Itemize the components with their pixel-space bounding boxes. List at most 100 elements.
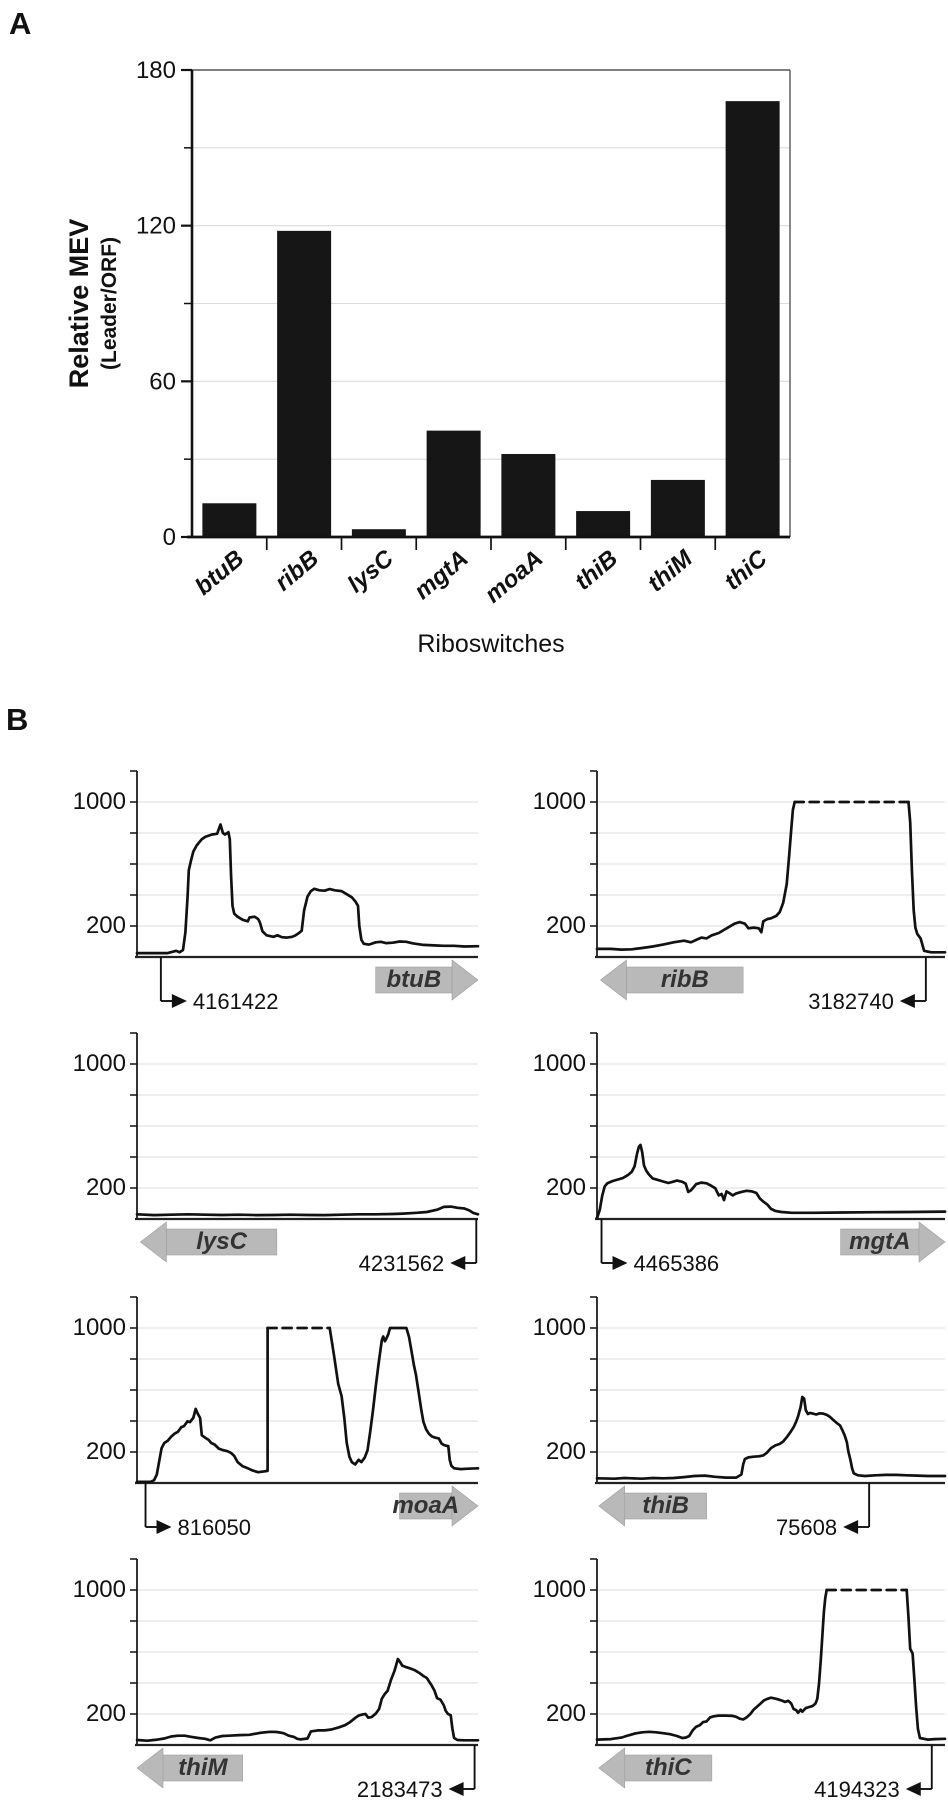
coverage-panel-ribB: 1000 200 ribB 3182740 — [533, 770, 947, 1014]
gene-arrow-thiC: thiC — [598, 1747, 713, 1789]
coverage-panel-thiB: 1000 200 thiB 75608 — [533, 1296, 947, 1540]
y-tick-label: 180 — [136, 57, 176, 84]
gene-arrow-body — [166, 1228, 278, 1256]
gene-arrow-mgtA: mgtA — [840, 1221, 946, 1263]
x-tick-label-btuB: btuB — [190, 545, 249, 601]
coverage-panel-thiC: 1000 200 thiC 4194323 — [533, 1558, 947, 1800]
tss-arrowhead-right — [156, 1520, 172, 1534]
tss-coordinate: 2183473 — [357, 1777, 443, 1800]
tss-marker-moaA: 816050 — [144, 1483, 251, 1540]
tss-marker-lysC: 4231562 — [359, 1219, 478, 1276]
x-tick-label-lysC: lysC — [343, 544, 400, 598]
trace-ribB — [907, 800, 947, 954]
x-axis-title: Riboswitches — [417, 630, 564, 658]
tss-coordinate: 4231562 — [359, 1251, 445, 1276]
tss-arrowhead-left — [899, 994, 915, 1008]
tss-coordinate: 4465386 — [634, 1251, 720, 1276]
gene-arrow-body — [399, 1492, 453, 1520]
tss-coordinate: 4161422 — [193, 989, 279, 1014]
tss-marker-thiB: 75608 — [776, 1483, 871, 1540]
y-tick-label: 0 — [163, 524, 176, 551]
tss-arrowhead-right — [612, 1256, 628, 1270]
tss-coordinate: 816050 — [178, 1515, 251, 1540]
y-tick-label: 1000 — [533, 788, 586, 815]
y-tick-label: 1000 — [533, 1576, 586, 1603]
panel-a-label: A — [9, 6, 32, 41]
coverage-panel-thiM: 1000 200 thiM 2183473 — [73, 1558, 480, 1800]
trace-moaA — [328, 1326, 480, 1471]
gene-arrow-body — [840, 1228, 920, 1256]
trace-ribB — [595, 800, 797, 951]
bar-thiC — [725, 101, 780, 537]
bar-mgtA — [426, 430, 481, 537]
y-axis-title: Relative MEV — [64, 219, 94, 389]
gene-arrow-moaA: moaA — [392, 1485, 479, 1527]
trace-thiC — [905, 1588, 947, 1741]
gene-arrow-head — [599, 959, 627, 1001]
gene-arrow-head — [598, 1485, 626, 1527]
trace-moaA — [135, 1326, 269, 1484]
y-tick-label: 60 — [149, 368, 176, 395]
gene-arrow-head — [451, 959, 479, 1001]
panel-b-label: B — [6, 702, 29, 737]
y-tick-label: 200 — [546, 1438, 586, 1465]
trace-lysC — [135, 1205, 480, 1217]
tss-coordinate: 4194323 — [814, 1777, 900, 1800]
mev-bar-chart: 0 60 120 180 btuB ribB lysC mgtA moaA thiB thiM thi… — [64, 57, 791, 658]
y-tick-label: 200 — [86, 1438, 126, 1465]
y-tick-label: 200 — [86, 1174, 126, 1201]
coverage-panel-btuB: 1000 200 btuB 4161422 — [73, 770, 480, 1014]
y-tick-label: 1000 — [73, 1314, 126, 1341]
coverage-panel-moaA: 1000 200 moaA 816050 — [73, 1296, 480, 1540]
gene-name-btuB: btuB — [387, 966, 442, 993]
gene-arrow-head — [139, 1221, 167, 1263]
tss-marker-thiM: 2183473 — [357, 1745, 476, 1800]
gene-arrow-body — [375, 966, 453, 994]
y-tick-label: 1000 — [73, 1050, 126, 1077]
bar-btuB — [202, 503, 257, 537]
tss-coordinate: 75608 — [776, 1515, 837, 1540]
tss-arrowhead-left — [450, 1256, 466, 1270]
gene-arrow-head — [136, 1747, 164, 1789]
gene-arrow-head — [598, 1747, 626, 1789]
tss-coordinate: 3182740 — [808, 989, 894, 1014]
gene-name-thiM: thiM — [178, 1754, 228, 1781]
gene-name-thiB: thiB — [642, 1492, 689, 1519]
y-axis-subtitle: (Leader/ORF) — [98, 237, 121, 370]
gene-name-mgtA: mgtA — [849, 1228, 910, 1255]
gene-arrow-thiM: thiM — [136, 1747, 244, 1789]
trace-mgtA — [595, 1143, 947, 1220]
coverage-panel-lysC: 1000 200 lysC 4231562 — [73, 1032, 480, 1276]
bar-thiM — [650, 479, 705, 537]
gene-name-thiC: thiC — [645, 1754, 692, 1781]
gene-name-lysC: lysC — [196, 1228, 247, 1255]
y-tick-label: 200 — [86, 1700, 126, 1727]
x-tick-label-thiM: thiM — [643, 544, 699, 597]
gene-arrow-head — [918, 1221, 946, 1263]
tss-marker-mgtA: 4465386 — [600, 1219, 720, 1276]
tss-marker-ribB: 3182740 — [808, 957, 927, 1014]
bar-thiB — [576, 511, 631, 537]
tss-arrowhead-left — [905, 1782, 921, 1796]
trace-btuB — [135, 823, 480, 955]
gene-name-ribB: ribB — [661, 966, 709, 993]
gene-arrow-thiB: thiB — [598, 1485, 707, 1527]
trace-thiB — [595, 1395, 947, 1481]
gene-arrow-body — [626, 966, 744, 994]
x-tick-label-moaA: moaA — [480, 545, 548, 609]
tss-arrowhead-left — [843, 1520, 859, 1534]
x-tick-label-thiB: thiB — [570, 545, 623, 596]
y-tick-label: 1000 — [533, 1314, 586, 1341]
trace-thiM — [135, 1657, 480, 1743]
tss-marker-thiC: 4194323 — [814, 1745, 933, 1800]
y-tick-label: 200 — [546, 1700, 586, 1727]
tss-arrowhead-left — [448, 1782, 464, 1796]
y-tick-label: 200 — [546, 912, 586, 939]
gene-arrow-head — [451, 1485, 479, 1527]
coverage-panel-mgtA: 1000 200 mgtA 4465386 — [533, 1032, 947, 1276]
bar-lysC — [351, 529, 406, 537]
gene-arrow-body — [162, 1754, 244, 1782]
trace-thiC — [595, 1588, 829, 1741]
gene-arrow-btuB: btuB — [375, 959, 479, 1001]
